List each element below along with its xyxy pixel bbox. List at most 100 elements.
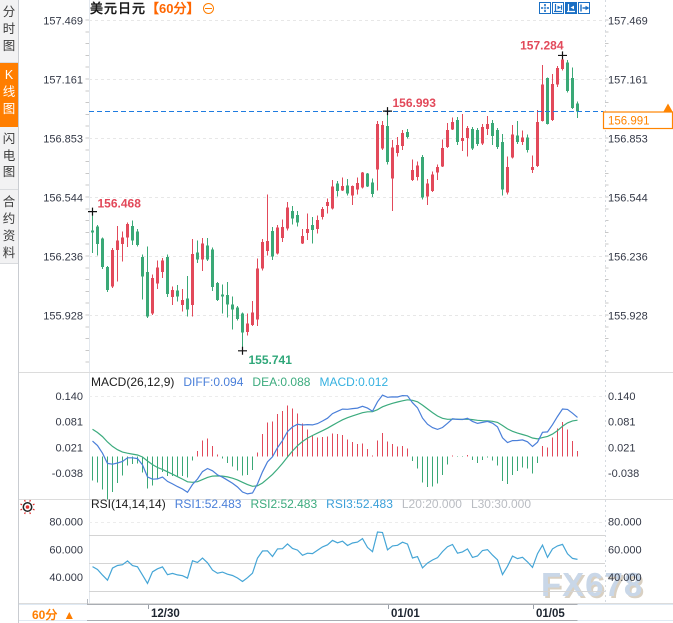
rsi-tick-right: 60.000 [608, 544, 642, 556]
candle [541, 65, 544, 122]
candle [401, 130, 404, 151]
sidebar-item-lightning-chart[interactable]: 闪电图 [0, 126, 18, 191]
macd-histogram [92, 405, 578, 500]
candle [536, 109, 539, 168]
candle [286, 202, 289, 231]
candle [151, 274, 154, 315]
candle [251, 301, 254, 327]
candle [236, 306, 239, 321]
candle [341, 177, 344, 192]
rsi-tick-left: 60.000 [49, 544, 83, 556]
rsi3-value: RSI3:52.483 [326, 497, 393, 511]
extreme-label: 156.993 [393, 96, 437, 110]
candle [136, 229, 139, 247]
candle [326, 198, 329, 214]
candle [266, 194, 269, 256]
zoom-axis-right-icon[interactable] [565, 2, 577, 14]
candle [391, 140, 394, 212]
candle [516, 120, 519, 144]
rsi-header: RSI(14,14,14) RSI1:52.483 RSI2:52.483 RSI3:… [91, 498, 540, 511]
sidebar-item-contract-info[interactable]: 合约资料 [0, 190, 18, 265]
extreme-marker-cross-icon [88, 207, 97, 216]
price-tick-right: 157.469 [608, 16, 648, 28]
candle [446, 122, 449, 149]
candle [166, 254, 169, 297]
macd-diff-value: DIFF:0.094 [183, 375, 244, 389]
extreme-label: 156.468 [98, 197, 142, 211]
latest-price-arrow-icon[interactable] [663, 103, 673, 112]
macd-tick-left: -0.038 [52, 468, 83, 480]
candle [431, 171, 434, 192]
time-axis-band: 12/30 01/01 01/05 [19, 599, 673, 621]
interval-up-arrow-icon: ▲ [63, 608, 76, 622]
candle [111, 247, 114, 288]
candle [311, 216, 314, 244]
macd-tick-right: 0.021 [608, 442, 636, 454]
candles [91, 55, 579, 351]
candle [336, 180, 339, 197]
macd-header: MACD(26,12,9) DIFF:0.094 DEA:0.088 MACD:0.0… [91, 376, 397, 389]
candle [146, 246, 149, 319]
candle [351, 185, 354, 206]
price-tick-left: 156.236 [43, 252, 83, 264]
rsi-tick-right: 80.000 [608, 517, 642, 529]
zoom-axis-left-icon[interactable] [552, 2, 564, 14]
candle [206, 238, 209, 262]
candle [346, 179, 349, 196]
candle [496, 128, 499, 150]
rsi-l20-label: L20:20.000 [401, 497, 462, 511]
candle [271, 226, 274, 261]
candle [381, 121, 384, 150]
candle [511, 125, 514, 159]
candle [366, 172, 369, 188]
current-price-value: 156.991 [608, 116, 650, 128]
rsi-tick-left: 80.000 [49, 517, 83, 529]
sidebar-item-time-chart[interactable]: 分时图 [0, 0, 18, 64]
candle [156, 260, 159, 289]
macd-tick-right: 0.081 [608, 416, 636, 428]
minus-circle-icon[interactable] [203, 3, 215, 14]
pan-right-icon[interactable] [578, 2, 590, 14]
indicator-settings-sun-icon[interactable] [20, 499, 35, 515]
candle [316, 215, 319, 234]
candle [221, 284, 224, 314]
candle [116, 226, 119, 282]
macd-tick-left: 0.140 [55, 391, 83, 403]
time-scrollbar-thumb[interactable] [87, 605, 578, 620]
candle [101, 237, 104, 269]
time-interval-label[interactable]: 60分 ▲ [32, 608, 76, 622]
price-tick-right: 156.236 [608, 252, 648, 264]
candle [421, 155, 424, 200]
extreme-label: 155.741 [249, 353, 293, 367]
candle [191, 239, 194, 317]
macd-params-label: MACD(26,12,9) [91, 375, 175, 389]
candle [556, 65, 559, 87]
crosshair-tool-icon[interactable] [539, 2, 551, 14]
candle [471, 127, 474, 151]
sidebar-item-kline-chart[interactable]: K线图 [0, 63, 18, 127]
candle [121, 231, 124, 262]
extreme-label: 157.284 [520, 38, 564, 52]
candle [481, 124, 484, 146]
candle [436, 164, 439, 181]
candle [96, 225, 99, 256]
candle [201, 238, 204, 271]
price-tick-right: 157.161 [608, 75, 648, 87]
chart-toolbar [539, 1, 591, 14]
candle [176, 285, 179, 302]
candle [396, 137, 399, 157]
candle [231, 296, 234, 330]
candle [466, 126, 469, 157]
candle [331, 180, 334, 210]
candle [141, 254, 144, 300]
price-tick-right: 155.928 [608, 311, 648, 323]
candle [386, 111, 389, 165]
candle [241, 312, 244, 351]
candle [451, 117, 454, 131]
candle [576, 101, 579, 119]
candle [196, 240, 199, 263]
candle [416, 161, 419, 181]
candle [546, 77, 549, 125]
rsi-line [92, 531, 578, 585]
